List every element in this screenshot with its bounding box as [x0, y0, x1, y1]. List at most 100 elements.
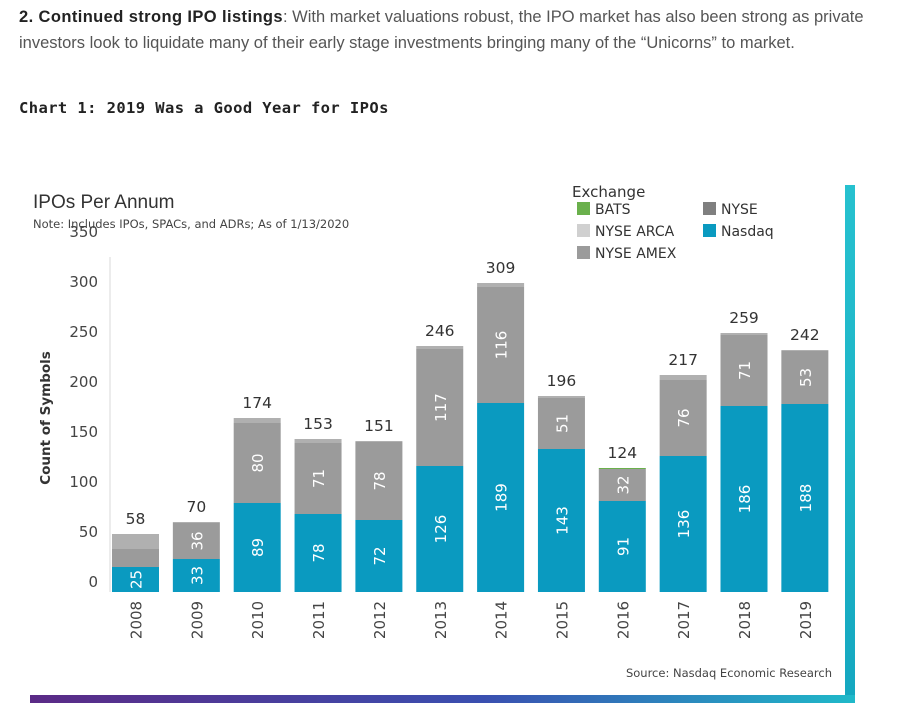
bar-segment-nasdaq — [477, 403, 525, 592]
legend-label-nyse-arca: NYSE ARCA — [595, 224, 675, 240]
bar-total-label: 259 — [729, 309, 759, 327]
intro-text: : With market valuations robust, the IPO… — [19, 8, 864, 52]
x-tick-label: 2009 — [188, 601, 206, 639]
bar-segment-nyse — [598, 469, 646, 501]
y-tick-label: 0 — [88, 573, 98, 591]
bar-segment-nyse — [294, 443, 342, 514]
bar-segment-nyse — [233, 423, 281, 503]
bar-segment-nyse-amex — [477, 283, 525, 287]
segment-label: 25 — [128, 570, 146, 589]
bar-segment-nyse — [720, 335, 768, 406]
bar-segment-nasdaq — [659, 456, 707, 592]
bar-total-label: 151 — [364, 417, 394, 435]
bar-segment-nyse-amex — [233, 418, 281, 423]
legend-swatch-nyse-amex — [577, 246, 590, 259]
x-tick-label: 2008 — [128, 601, 146, 639]
segment-label: 71 — [736, 361, 754, 380]
segment-label: 186 — [736, 485, 754, 514]
bar-segment-nasdaq — [233, 503, 281, 592]
bar-segment-nyse — [416, 349, 464, 466]
segment-label: 33 — [188, 566, 206, 585]
legend-label-nyse-amex: NYSE AMEX — [595, 246, 677, 262]
bar-total-label: 153 — [303, 415, 333, 433]
x-tick-label: 2010 — [249, 601, 267, 639]
legend-label-nasdaq: Nasdaq — [721, 224, 774, 240]
y-tick-label: 350 — [69, 223, 98, 241]
bar-segment-nasdaq — [294, 514, 342, 592]
y-tick-label: 100 — [69, 473, 98, 491]
legend-swatch-nyse-arca — [577, 224, 590, 237]
x-tick-label: 2015 — [553, 601, 571, 639]
y-tick-label: 250 — [69, 323, 98, 341]
bar-segment-nyse-amex — [537, 396, 585, 398]
segment-label: 136 — [675, 510, 693, 539]
bar-segment-nyse — [781, 351, 829, 404]
bar-segment-nyse-amex — [355, 441, 403, 442]
bar-segment-nyse-amex — [659, 375, 707, 380]
bar-total-label: 70 — [186, 498, 206, 516]
bar-segment-nyse — [659, 380, 707, 456]
x-tick-label: 2019 — [797, 601, 815, 639]
bar-segment-nyse — [172, 523, 220, 559]
y-tick-label: 50 — [79, 523, 98, 541]
frame-right-accent — [845, 185, 855, 703]
x-tick-label: 2016 — [614, 601, 632, 639]
bar-segment-nasdaq — [112, 567, 159, 592]
legend-label-nyse: NYSE — [721, 202, 758, 218]
x-tick-label: 2012 — [371, 601, 389, 639]
bar-total-label: 196 — [547, 372, 577, 390]
x-tick-label: 2018 — [736, 601, 754, 639]
bar-total-label: 124 — [608, 444, 638, 462]
chart-subtitle: Note: Includes IPOs, SPACs, and ADRs; As… — [33, 217, 349, 231]
bar-segment-nyse-amex — [416, 346, 464, 349]
x-tick-label: 2014 — [493, 601, 511, 639]
segment-label: 78 — [371, 471, 389, 490]
bar-segment-nyse-amex — [720, 333, 768, 335]
bar-segment-nyse-amex — [781, 350, 829, 351]
bar-segment-nasdaq — [781, 404, 829, 592]
segment-label: 126 — [432, 515, 450, 544]
bar-segment-nyse — [537, 398, 585, 449]
segment-label: 143 — [553, 506, 571, 535]
y-tick-label: 200 — [69, 373, 98, 391]
legend-swatch-bats — [577, 202, 590, 215]
bar-segment-nasdaq — [598, 501, 646, 592]
intro-paragraph: 2. Continued strong IPO listings: With m… — [19, 4, 879, 56]
x-tick-label: 2013 — [432, 601, 450, 639]
bar-segment-nasdaq — [355, 520, 403, 592]
bar-total-label: 58 — [126, 510, 146, 528]
legend-label-bats: BATS — [595, 202, 631, 218]
legend-title: Exchange — [572, 183, 645, 201]
bar-segment-nyse — [477, 287, 525, 403]
segment-label: 78 — [310, 543, 328, 562]
segment-label: 91 — [614, 537, 632, 556]
segment-label: 36 — [188, 531, 206, 550]
bar-segment-nasdaq — [720, 406, 768, 592]
legend-swatch-nasdaq — [703, 224, 716, 237]
source-note: Source: Nasdaq Economic Research — [626, 666, 832, 680]
bar-segment-nasdaq — [416, 466, 464, 592]
bar-segment-nasdaq — [172, 559, 220, 592]
bar-total-label: 242 — [790, 326, 820, 344]
segment-label: 32 — [614, 475, 632, 494]
figure-title: Chart 1: 2019 Was a Good Year for IPOs — [19, 99, 389, 117]
chart-title: IPOs Per Annum — [33, 192, 175, 213]
bar-segment-nyse — [112, 549, 159, 567]
x-tick-label: 2017 — [675, 601, 693, 639]
y-tick-label: 300 — [69, 273, 98, 291]
bar-total-label: 309 — [486, 259, 516, 277]
bar-total-label: 174 — [242, 394, 272, 412]
segment-label: 188 — [797, 484, 815, 513]
segment-label: 51 — [553, 414, 571, 433]
legend-swatch-nyse — [703, 202, 716, 215]
y-tick-label: 150 — [69, 423, 98, 441]
bar-segment-nyse-amex — [112, 534, 159, 549]
intro-lead: 2. Continued strong IPO listings — [19, 8, 283, 26]
segment-label: 72 — [371, 546, 389, 565]
y-axis-label: Count of Symbols — [38, 351, 54, 485]
bar-segment-nasdaq — [537, 449, 585, 592]
bar-segment-bats — [598, 468, 646, 469]
segment-label: 71 — [310, 469, 328, 488]
x-tick-label: 2011 — [310, 601, 328, 639]
